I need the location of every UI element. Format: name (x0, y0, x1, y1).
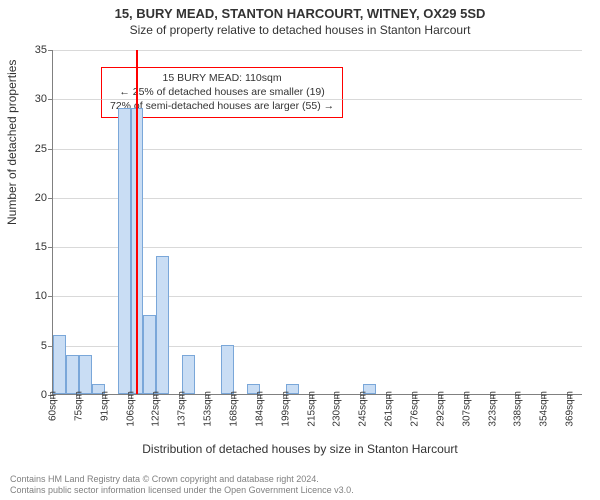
gridline (53, 99, 582, 100)
histogram-bar (66, 355, 79, 394)
annotation-line2: ← 25% of detached houses are smaller (19… (110, 85, 334, 99)
histogram-bar (143, 315, 156, 394)
x-axis-label: Distribution of detached houses by size … (0, 442, 600, 456)
xtick-label: 245sqm (358, 391, 369, 427)
histogram-bar (118, 108, 131, 394)
xtick-label: 153sqm (203, 391, 214, 427)
xtick-label: 137sqm (177, 391, 188, 427)
ytick-label: 20 (35, 192, 53, 204)
xtick-label: 276sqm (409, 391, 420, 427)
ytick-label: 30 (35, 93, 53, 105)
ytick-label: 15 (35, 241, 53, 253)
histogram-bar (79, 355, 92, 394)
chart-title-main: 15, BURY MEAD, STANTON HARCOURT, WITNEY,… (0, 0, 600, 21)
plot-area: 15 BURY MEAD: 110sqm ← 25% of detached h… (52, 50, 582, 395)
xtick-label: 106sqm (125, 391, 136, 427)
histogram-bar (221, 345, 234, 394)
gridline (53, 50, 582, 51)
annotation-line3: 72% of semi-detached houses are larger (… (110, 99, 334, 113)
y-axis-label: Number of detached properties (5, 60, 19, 225)
xtick-label: 60sqm (48, 391, 59, 421)
histogram-bar (156, 256, 169, 394)
ytick-label: 5 (41, 340, 53, 352)
histogram-bar (53, 335, 66, 394)
xtick-label: 338sqm (513, 391, 524, 427)
xtick-label: 168sqm (228, 391, 239, 427)
ytick-label: 35 (35, 44, 53, 56)
highlight-line (136, 50, 138, 394)
xtick-label: 230sqm (332, 391, 343, 427)
xtick-label: 307sqm (461, 391, 472, 427)
xtick-label: 261sqm (384, 391, 395, 427)
chart-container: 15, BURY MEAD, STANTON HARCOURT, WITNEY,… (0, 0, 600, 500)
footer-line1: Contains HM Land Registry data © Crown c… (10, 474, 590, 485)
ytick-label: 10 (35, 290, 53, 302)
xtick-label: 122sqm (151, 391, 162, 427)
xtick-label: 91sqm (99, 391, 110, 421)
histogram-bar (182, 355, 195, 394)
xtick-label: 184sqm (254, 391, 265, 427)
footer-attribution: Contains HM Land Registry data © Crown c… (10, 474, 590, 497)
ytick-label: 25 (35, 143, 53, 155)
footer-line2: Contains public sector information licen… (10, 485, 590, 496)
xtick-label: 323sqm (487, 391, 498, 427)
xtick-label: 292sqm (435, 391, 446, 427)
xtick-label: 75sqm (73, 391, 84, 421)
annotation-line1: 15 BURY MEAD: 110sqm (110, 71, 334, 85)
xtick-label: 369sqm (565, 391, 576, 427)
xtick-label: 199sqm (280, 391, 291, 427)
xtick-label: 215sqm (306, 391, 317, 427)
chart-title-sub: Size of property relative to detached ho… (0, 21, 600, 37)
xtick-label: 354sqm (539, 391, 550, 427)
